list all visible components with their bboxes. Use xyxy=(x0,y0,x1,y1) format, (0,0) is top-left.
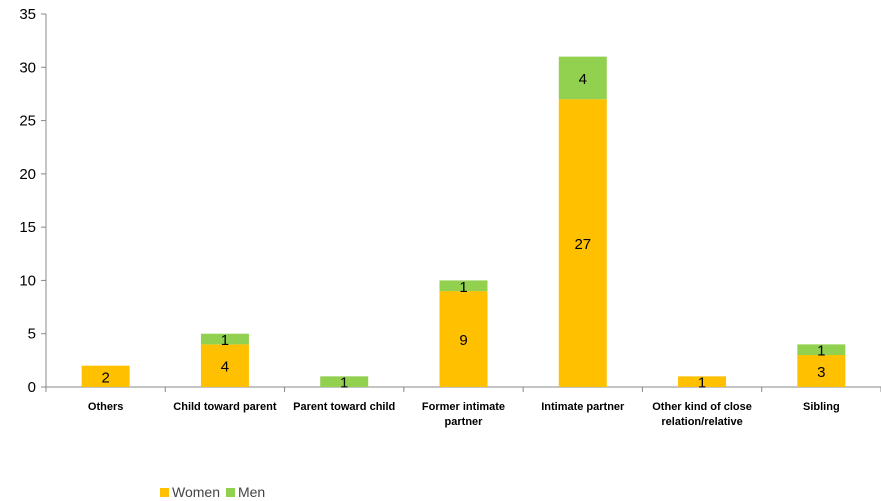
y-tick-label: 10 xyxy=(19,272,36,289)
y-tick-label: 20 xyxy=(19,166,36,183)
y-tick-label: 5 xyxy=(28,326,36,343)
data-label-women-5: 1 xyxy=(698,375,706,392)
bar-women-4 xyxy=(558,99,607,387)
axes: 0 5 10 15 20 25 30 35 xyxy=(19,6,881,396)
category-label-0: Others xyxy=(88,401,123,413)
y-tick-label: 15 xyxy=(19,219,36,236)
legend-label-women: Women xyxy=(172,484,220,500)
bar-women-6 xyxy=(797,355,846,387)
data-label-men-6: 1 xyxy=(817,343,825,360)
data-label-women-3: 9 xyxy=(459,332,467,349)
category-label-6: Sibling xyxy=(803,401,840,413)
legend-item-men: Men xyxy=(225,484,266,500)
category-labels: Others Child toward parent Parent toward c… xyxy=(88,401,840,428)
y-tick-label: 30 xyxy=(19,59,36,76)
category-label-3: Former intimate xyxy=(422,401,505,413)
bar-men-2 xyxy=(320,376,369,387)
data-label-men-1: 1 xyxy=(221,332,229,349)
bar-men-6 xyxy=(797,344,846,356)
data-label-women-0: 2 xyxy=(101,369,109,386)
category-label-1: Child toward parent xyxy=(173,401,277,413)
bar-men-4 xyxy=(558,56,607,100)
data-labels: 2 4 1 1 9 1 27 4 1 3 1 xyxy=(101,71,825,392)
y-tick-label: 25 xyxy=(19,113,36,130)
category-label-4: Intimate partner xyxy=(541,401,625,413)
bar-men-1 xyxy=(200,333,249,345)
y-tick-label: 0 xyxy=(28,379,36,396)
y-tick-label: 35 xyxy=(19,6,36,23)
data-label-women-1: 4 xyxy=(221,359,229,376)
bar-women-1 xyxy=(200,344,249,387)
bars xyxy=(81,56,846,387)
data-label-men-3: 1 xyxy=(459,279,467,296)
category-label-3: partner xyxy=(445,416,484,428)
category-label-5: Other kind of close xyxy=(652,401,752,413)
legend: Women Men xyxy=(160,484,271,500)
stacked-bar-chart: 0 5 10 15 20 25 30 35 2 4 1 1 9 1 27 4 1 3 1 Others Child … xyxy=(19,6,881,428)
bar-women-0 xyxy=(81,365,130,387)
bar-women-3 xyxy=(439,291,488,387)
category-label-2: Parent toward child xyxy=(293,401,395,413)
legend-item-women: Women xyxy=(160,484,220,500)
data-label-women-6: 3 xyxy=(817,364,825,381)
bar-women-5 xyxy=(678,376,727,387)
data-label-men-4: 4 xyxy=(579,71,587,88)
bar-men-3 xyxy=(439,280,488,292)
data-label-men-2: 1 xyxy=(340,375,348,392)
legend-swatch-men xyxy=(225,487,235,497)
legend-swatch-women xyxy=(160,487,169,497)
legend-label-men: Men xyxy=(237,484,266,500)
category-label-5: relation/relative xyxy=(661,416,742,428)
data-label-women-4: 27 xyxy=(574,236,591,253)
